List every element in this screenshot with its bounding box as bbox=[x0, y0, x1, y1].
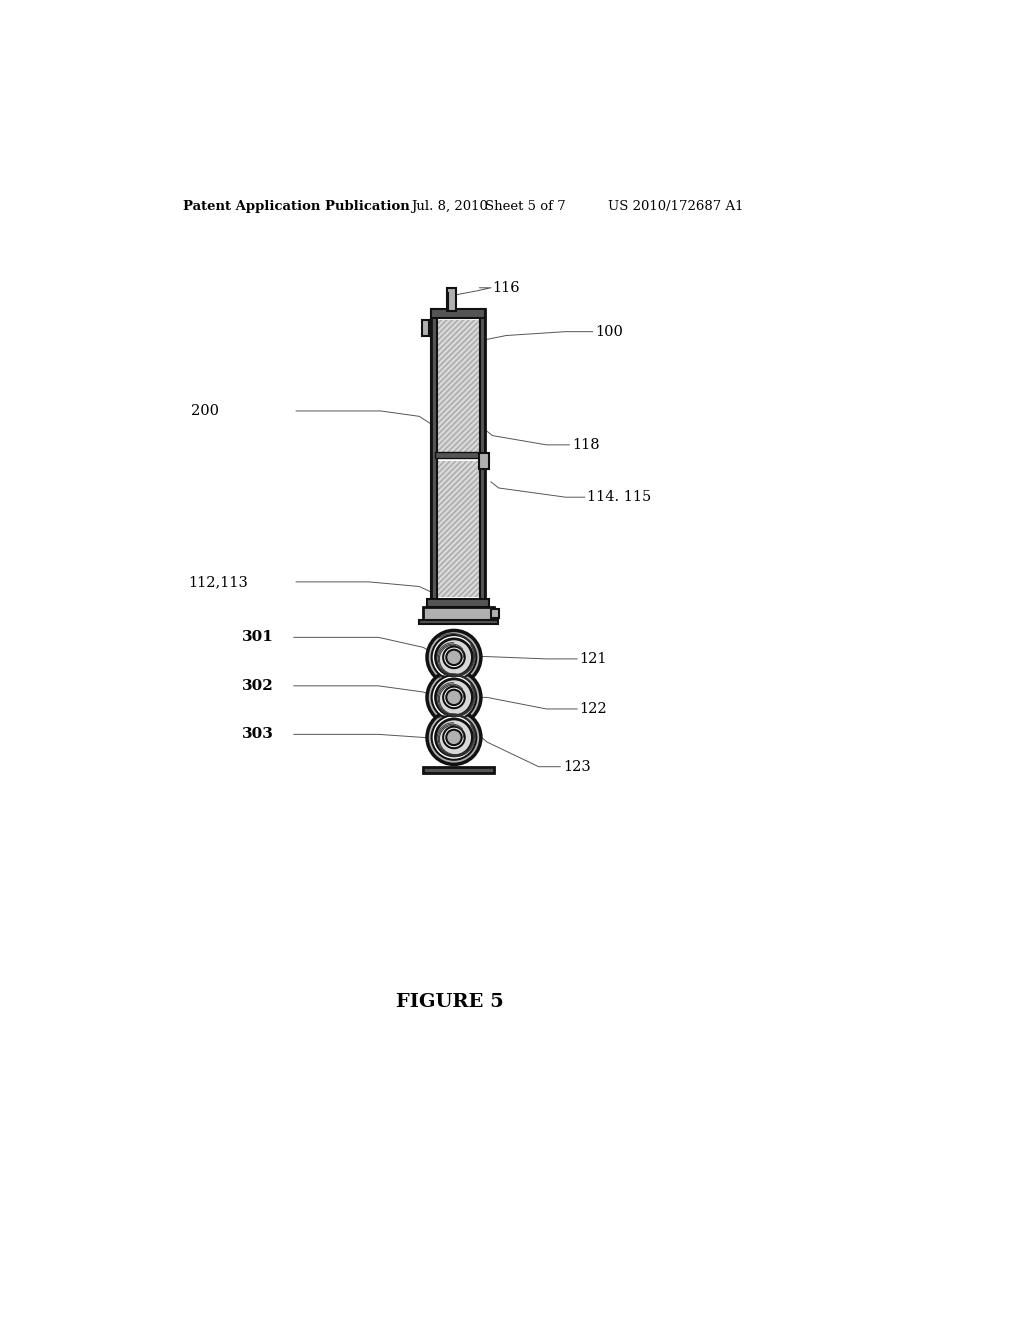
Circle shape bbox=[446, 649, 462, 665]
Text: US 2010/172687 A1: US 2010/172687 A1 bbox=[608, 201, 743, 214]
Circle shape bbox=[443, 726, 465, 748]
Bar bbox=[478, 453, 489, 469]
Bar bbox=[427, 686, 432, 698]
Bar bbox=[423, 767, 494, 774]
Text: 200: 200 bbox=[190, 404, 218, 418]
Circle shape bbox=[427, 710, 481, 764]
Bar bbox=[435, 451, 481, 458]
Text: 118: 118 bbox=[571, 438, 599, 451]
Text: 302: 302 bbox=[243, 678, 274, 693]
Bar bbox=[423, 607, 494, 620]
Circle shape bbox=[432, 675, 476, 719]
Bar bbox=[419, 620, 498, 624]
Bar bbox=[437, 461, 480, 598]
Bar bbox=[437, 461, 480, 598]
Text: 121: 121 bbox=[580, 652, 607, 665]
Bar bbox=[437, 321, 480, 455]
Circle shape bbox=[446, 689, 462, 705]
Bar bbox=[480, 309, 484, 605]
Bar bbox=[431, 309, 484, 605]
Bar bbox=[447, 288, 457, 312]
Text: 112,113: 112,113 bbox=[188, 576, 248, 589]
Bar bbox=[476, 726, 481, 738]
Text: FIGURE 5: FIGURE 5 bbox=[396, 993, 504, 1011]
Bar bbox=[490, 609, 499, 618]
Bar bbox=[422, 321, 429, 335]
Circle shape bbox=[435, 639, 472, 676]
Text: 116: 116 bbox=[493, 281, 520, 294]
Circle shape bbox=[435, 678, 472, 715]
Text: 123: 123 bbox=[563, 760, 591, 774]
Bar bbox=[427, 599, 488, 607]
Bar bbox=[431, 309, 437, 605]
Circle shape bbox=[427, 671, 481, 725]
Circle shape bbox=[443, 647, 465, 668]
Circle shape bbox=[427, 631, 481, 684]
Circle shape bbox=[446, 730, 462, 744]
Circle shape bbox=[435, 719, 472, 756]
Circle shape bbox=[432, 635, 476, 680]
Text: 114. 115: 114. 115 bbox=[587, 490, 651, 504]
Text: Patent Application Publication: Patent Application Publication bbox=[183, 201, 410, 214]
Text: 100: 100 bbox=[595, 325, 623, 339]
Bar bbox=[427, 726, 432, 738]
Bar bbox=[476, 686, 481, 698]
Text: 303: 303 bbox=[243, 727, 274, 742]
Circle shape bbox=[432, 715, 476, 760]
Bar bbox=[437, 321, 480, 455]
Text: Sheet 5 of 7: Sheet 5 of 7 bbox=[484, 201, 565, 214]
Circle shape bbox=[443, 686, 465, 708]
Text: 122: 122 bbox=[580, 702, 607, 715]
Text: Jul. 8, 2010: Jul. 8, 2010 bbox=[412, 201, 488, 214]
Text: 301: 301 bbox=[243, 631, 274, 644]
Bar bbox=[431, 309, 484, 318]
